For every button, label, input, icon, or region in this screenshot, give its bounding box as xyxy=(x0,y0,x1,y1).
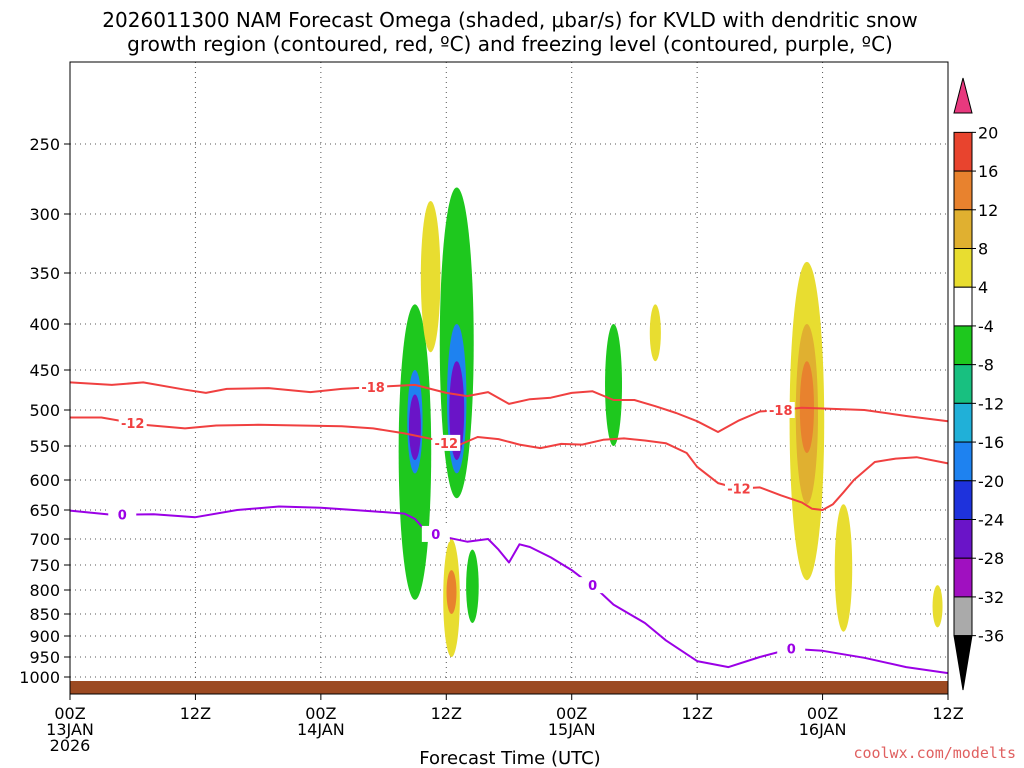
chart-title-line-2: growth region (contoured, red, ºC) and f… xyxy=(127,32,893,56)
colorbar-swatch xyxy=(953,248,973,288)
contour-label: -12 xyxy=(435,437,459,452)
x-tick-label: 00Z xyxy=(556,704,587,723)
colorbar-label: 20 xyxy=(978,123,998,142)
colorbar-top-arrow xyxy=(953,77,973,114)
colorbar-label: -20 xyxy=(978,472,1004,491)
x-tick-label: 12Z xyxy=(932,704,963,723)
y-tick-label: 300 xyxy=(29,205,60,224)
x-tick-label: 12Z xyxy=(180,704,211,723)
colorbar-swatch xyxy=(953,480,973,520)
colorbar-label: 4 xyxy=(978,278,988,297)
omega-shade-cell xyxy=(420,200,441,353)
y-tick-label: 750 xyxy=(29,556,60,575)
contour-label: 0 xyxy=(588,579,597,594)
colorbar-label: 12 xyxy=(978,201,998,220)
y-tick-label: 600 xyxy=(29,471,60,490)
contour-label: -18 xyxy=(361,381,385,396)
colorbar-label: -28 xyxy=(978,549,1004,568)
y-tick-label: 250 xyxy=(29,135,60,154)
y-tick-label: 950 xyxy=(29,648,60,667)
x-tick-label: 15JAN xyxy=(548,720,596,739)
x-tick-label: 00Z xyxy=(807,704,838,723)
y-tick-label: 350 xyxy=(29,264,60,283)
colorbar-swatch xyxy=(953,364,973,404)
contour-label: -12 xyxy=(121,417,145,432)
colorbar-label: -8 xyxy=(978,356,994,375)
colorbar-swatch xyxy=(953,286,973,327)
colorbar-swatch xyxy=(953,519,973,559)
contour-label: 0 xyxy=(431,528,440,543)
y-tick-label: 900 xyxy=(29,627,60,646)
colorbar-label: 8 xyxy=(978,240,988,259)
colorbar-swatch xyxy=(953,209,973,250)
x-tick-label: 16JAN xyxy=(799,720,847,739)
colorbar: 20 16 12 8 4 -4 -8 -12 -16 -20 -24 -28 -32 -36 xyxy=(953,77,1004,691)
y-tick-label: 800 xyxy=(29,581,60,600)
contour-label: -12 xyxy=(727,483,751,498)
colorbar-label: 16 xyxy=(978,162,998,181)
omega-shade-cell xyxy=(932,585,943,628)
y-tick-label: 400 xyxy=(29,315,60,334)
omega-shade-cell xyxy=(605,324,623,446)
contour-label-bg xyxy=(724,480,753,497)
colorbar-swatch xyxy=(953,441,973,482)
colorbar-swatch xyxy=(953,596,973,637)
colorbar-label: -12 xyxy=(978,394,1004,413)
chart-title-line-1: 2026011300 NAM Forecast Omega (shaded, μ… xyxy=(102,8,917,32)
colorbar-swatch xyxy=(953,325,973,366)
colorbar-label: -4 xyxy=(978,317,994,336)
contour-line xyxy=(69,505,949,675)
x-tick-label: 00Z xyxy=(54,704,85,723)
y-tick-label: 550 xyxy=(29,437,60,456)
colorbar-swatch xyxy=(953,557,973,598)
y-tick-label: 700 xyxy=(29,530,60,549)
y-tick-label: 650 xyxy=(29,501,60,520)
colorbar-label: -16 xyxy=(978,433,1004,452)
omega-shade-cell xyxy=(408,394,421,460)
x-tick-label: 12Z xyxy=(431,704,462,723)
contour-label-bg xyxy=(432,434,461,451)
credit-text[interactable]: coolwx.com/modelts xyxy=(853,744,1016,762)
contour-label: 0 xyxy=(118,509,127,524)
x-tick-label: 14JAN xyxy=(297,720,345,739)
x-tick-label: 13JAN xyxy=(46,720,94,739)
x-axis-label: Forecast Time (UTC) xyxy=(419,748,600,768)
omega-shade-cell xyxy=(446,570,457,614)
omega-shade-cell xyxy=(834,504,853,632)
y-axis: 250 300 350 400 450 500 550 600 650 700 750 800 850 9… xyxy=(19,135,70,687)
x-tick-label: 12Z xyxy=(681,704,712,723)
x-tick-label: 2026 xyxy=(50,736,91,755)
y-tick-label: 850 xyxy=(29,605,60,624)
y-tick-label: 450 xyxy=(29,361,60,380)
contour-line xyxy=(70,416,949,511)
y-tick-label: 500 xyxy=(29,401,60,420)
contour-label-bg xyxy=(766,402,795,418)
omega-shade-cell xyxy=(649,304,661,362)
contour-label: 0 xyxy=(787,643,796,658)
contour-label-bg xyxy=(777,640,806,657)
colorbar-swatch xyxy=(953,402,973,443)
colorbar-swatch xyxy=(953,170,973,211)
colorbar-label: -36 xyxy=(978,627,1004,646)
y-tick-label: 1000 xyxy=(19,668,60,687)
contour-label: -18 xyxy=(769,404,793,419)
plot-area: -18 -18 -12 -12 -12 0 0 0 0 xyxy=(69,61,949,695)
x-tick-label: 00Z xyxy=(305,704,336,723)
contour-label-bg xyxy=(118,414,147,431)
contour-label-bg xyxy=(108,506,137,523)
contour-label-bg xyxy=(578,577,607,594)
colorbar-label: -32 xyxy=(978,588,1004,607)
terrain-ground xyxy=(70,681,948,694)
contours: -18 -18 -12 -12 -12 0 0 0 0 xyxy=(69,379,949,675)
colorbar-bottom-arrow xyxy=(953,635,973,691)
contour-label-bg xyxy=(359,379,388,396)
omega-shade-cell xyxy=(466,549,479,623)
colorbar-label: -24 xyxy=(978,511,1004,530)
colorbar-swatch xyxy=(953,131,973,172)
contour-label-bg xyxy=(421,525,450,542)
